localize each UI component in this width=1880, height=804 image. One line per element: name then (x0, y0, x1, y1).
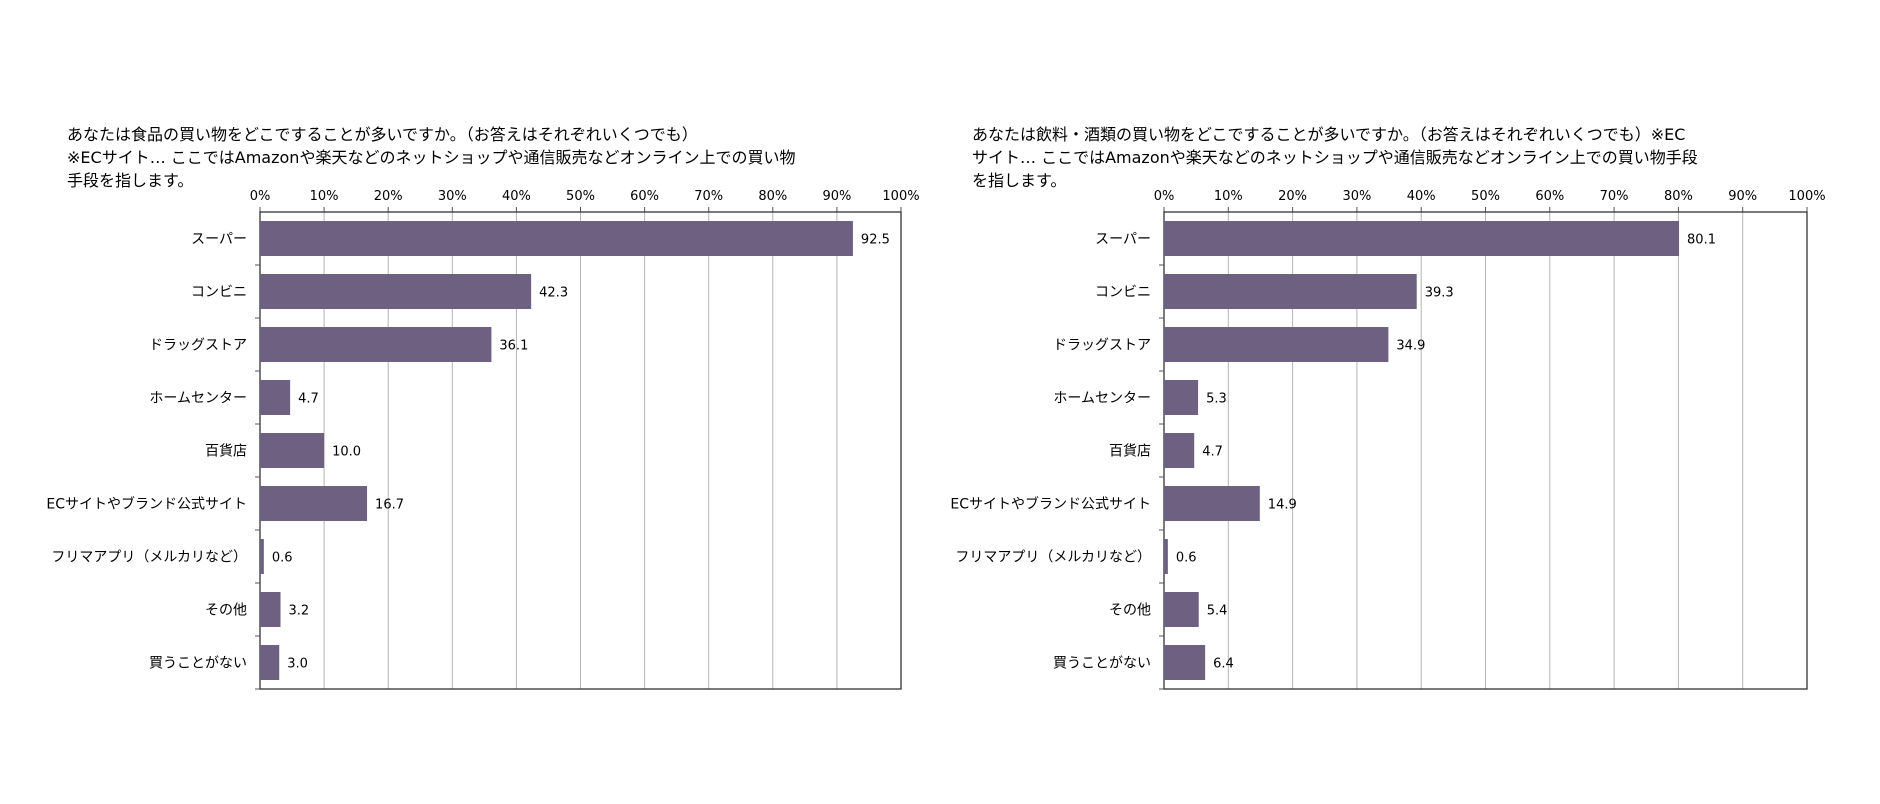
chart-2: あなたは飲料・酒類の買い物をどこですることが多いですか。（お答えはそれぞれいくつ… (950, 125, 1826, 690)
bar (1164, 380, 1199, 415)
chart-title-line: サイト… ここではAmazonや楽天などのネットショップや通信販売などオンライン… (972, 148, 1698, 167)
bar (260, 645, 280, 680)
category-label: コンビニ (191, 285, 247, 301)
data-label: 3.0 (287, 657, 308, 672)
x-tick-label: 90% (822, 189, 851, 204)
chart-title-line: を指します。 (972, 171, 1066, 190)
bar (260, 221, 853, 256)
category-label: 百貨店 (205, 443, 247, 460)
bar (1164, 433, 1195, 468)
data-label: 39.3 (1425, 286, 1454, 301)
x-tick-label: 0% (1154, 189, 1175, 204)
bar (260, 327, 492, 362)
x-tick-label: 10% (1214, 189, 1243, 204)
category-label: 買うことがない (1053, 656, 1151, 672)
x-tick-label: 30% (438, 189, 467, 204)
bar (1164, 221, 1680, 256)
x-tick-label: 50% (1471, 189, 1500, 204)
data-label: 92.5 (861, 233, 890, 248)
chart-title-line: ※ECサイト… ここではAmazonや楽天などのネットショップや通信販売などオン… (67, 148, 795, 167)
x-tick-label: 40% (1407, 189, 1436, 204)
bar (1164, 274, 1417, 309)
x-tick-label: 20% (1278, 189, 1307, 204)
x-tick-label: 60% (630, 189, 659, 204)
data-label: 4.7 (1202, 445, 1223, 460)
data-label: 10.0 (332, 445, 361, 460)
bar (260, 380, 291, 415)
x-tick-label: 100% (1788, 189, 1825, 204)
bar (260, 592, 281, 627)
data-label: 16.7 (375, 498, 404, 513)
x-tick-label: 60% (1535, 189, 1564, 204)
category-label: スーパー (191, 232, 247, 248)
data-label: 4.7 (298, 392, 319, 407)
x-tick-label: 30% (1342, 189, 1371, 204)
category-label: ドラッグストア (149, 338, 247, 354)
category-label: ホームセンター (149, 391, 247, 407)
bar (1164, 592, 1199, 627)
data-label: 80.1 (1687, 233, 1716, 248)
category-label: ホームセンター (1053, 391, 1151, 407)
category-label: スーパー (1095, 232, 1151, 248)
bar (1164, 645, 1206, 680)
data-label: 42.3 (539, 286, 568, 301)
data-label: 0.6 (272, 551, 293, 566)
x-tick-label: 70% (694, 189, 723, 204)
category-label: 買うことがない (149, 656, 247, 672)
x-tick-label: 100% (882, 189, 919, 204)
bar (260, 433, 325, 468)
bar (260, 486, 368, 521)
data-label: 0.6 (1176, 551, 1197, 566)
category-label: その他 (205, 603, 247, 619)
data-label: 36.1 (499, 339, 528, 354)
x-tick-label: 0% (250, 189, 271, 204)
bar (1164, 539, 1168, 574)
category-label: フリマアプリ（メルカリなど） (51, 550, 247, 566)
category-label: ECサイトやブランド公式サイト (950, 496, 1151, 513)
x-tick-label: 10% (310, 189, 339, 204)
x-tick-label: 50% (566, 189, 595, 204)
data-label: 3.2 (289, 604, 310, 619)
category-label: 百貨店 (1109, 443, 1151, 460)
x-tick-label: 80% (1664, 189, 1693, 204)
bar (1164, 327, 1389, 362)
category-label: コンビニ (1095, 285, 1151, 301)
chart-title-line: あなたは飲料・酒類の買い物をどこですることが多いですか。（お答えはそれぞれいくつ… (972, 125, 1685, 144)
x-tick-label: 90% (1728, 189, 1757, 204)
data-label: 6.4 (1213, 657, 1234, 672)
chart-title-line: あなたは食品の買い物をどこですることが多いですか。（お答えはそれぞれいくつでも） (67, 125, 698, 144)
chart-1: あなたは食品の買い物をどこですることが多いですか。（お答えはそれぞれいくつでも）… (46, 125, 920, 690)
data-label: 14.9 (1268, 498, 1297, 513)
category-label: その他 (1109, 603, 1151, 619)
category-label: ドラッグストア (1053, 338, 1151, 354)
chart-title-line: 手段を指します。 (67, 171, 193, 190)
data-label: 5.4 (1207, 604, 1228, 619)
bar (1164, 486, 1260, 521)
bar (260, 274, 532, 309)
category-label: ECサイトやブランド公式サイト (46, 496, 247, 513)
x-tick-label: 40% (502, 189, 531, 204)
category-label: フリマアプリ（メルカリなど） (955, 550, 1151, 566)
x-tick-label: 70% (1600, 189, 1629, 204)
x-tick-label: 80% (758, 189, 787, 204)
data-label: 34.9 (1396, 339, 1425, 354)
x-tick-label: 20% (374, 189, 403, 204)
data-label: 5.3 (1206, 392, 1227, 407)
bar (260, 539, 264, 574)
